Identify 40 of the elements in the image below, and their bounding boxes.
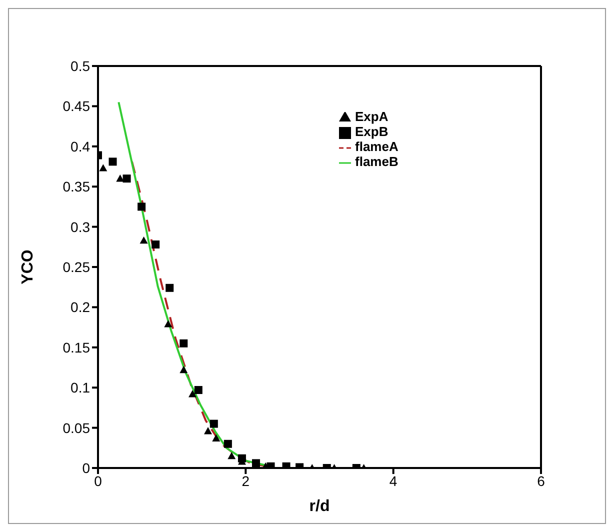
point [164,320,172,328]
y-tick-label: 0.1 [70,380,90,396]
y-tick-label: 0 [82,460,90,476]
legend-label: ExpA [355,109,388,124]
x-tick-label: 6 [537,472,546,489]
legend-label: ExpB [355,124,388,139]
y-tick-label: 0.2 [70,299,90,316]
y-tick-label: 0.3 [70,218,90,235]
legend-label: flameB [355,154,398,169]
point [152,240,160,248]
point [166,284,174,292]
point [252,459,260,468]
y-tick-label: 0.05 [62,420,90,436]
point [180,366,188,374]
point [180,339,188,348]
point [238,454,246,462]
legend-label: flameA [355,139,398,154]
point [194,386,202,394]
point [204,427,212,434]
point [212,434,220,442]
y-tick-label: 0.25 [62,258,90,275]
point [140,236,148,244]
point [210,420,218,428]
x-tick-label: 0 [94,472,102,489]
y-tick-label: 0.35 [62,178,90,195]
point [188,390,197,398]
point [99,164,108,172]
point [138,202,146,211]
y-tick-label: 0.4 [70,138,90,154]
point [228,452,236,460]
point [122,174,131,183]
point [224,440,232,448]
y-tick-label: 0.15 [62,339,90,356]
y-tick-label: 0.45 [62,98,90,114]
x-axis-title: r/d [309,498,330,515]
y-tick-label: 0.5 [70,58,90,74]
x-tick-label: 4 [389,472,398,489]
x-tick-label: 2 [242,472,250,489]
y-axis-title: YCO [20,250,37,284]
point [108,158,117,166]
